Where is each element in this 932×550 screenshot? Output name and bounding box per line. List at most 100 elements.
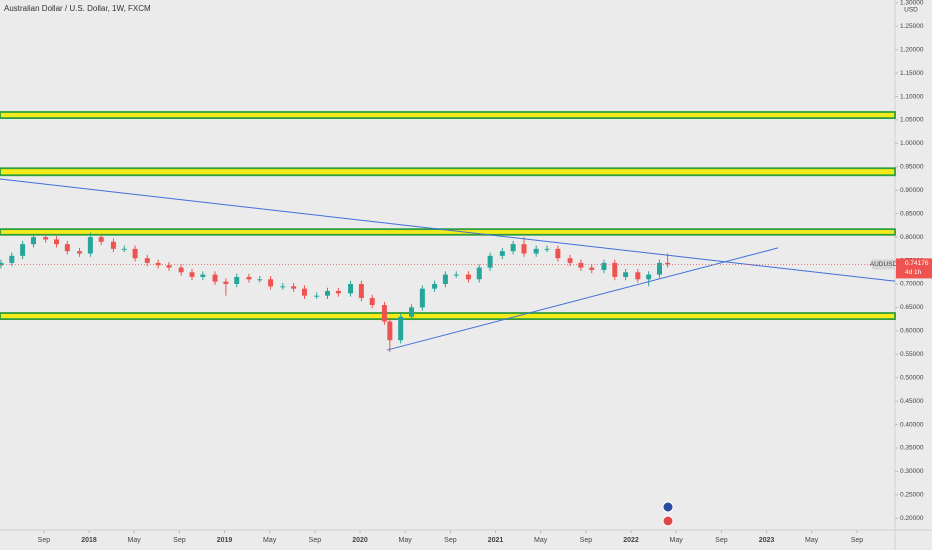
candle-body <box>369 298 375 306</box>
x-tick-label: May <box>670 537 684 544</box>
candle-body <box>601 262 607 270</box>
candle-body <box>442 274 448 284</box>
candle-body <box>268 279 274 287</box>
candle-body <box>200 274 206 277</box>
y-tick-label: 1.25000 <box>900 23 924 30</box>
candle-body <box>533 248 539 254</box>
candle-body <box>54 239 60 245</box>
y-tick-label: 0.60000 <box>900 328 924 335</box>
candle-body <box>656 262 662 275</box>
symbol-label: AUDUSD <box>870 261 898 268</box>
zone <box>0 167 896 177</box>
candle-body <box>381 305 387 322</box>
chart-title: Australian Dollar / U.S. Dollar, 1W, FXC… <box>4 4 151 13</box>
event-icon <box>662 501 674 513</box>
candle-body <box>121 248 127 250</box>
y-tick-label: 0.25000 <box>900 492 924 499</box>
x-tick-label: May <box>128 537 142 544</box>
candle-body <box>646 274 652 280</box>
candle-body <box>64 244 70 252</box>
candle-body <box>623 272 629 277</box>
y-tick-label: 0.65000 <box>900 304 924 311</box>
candle-body <box>189 272 195 277</box>
candle-body <box>144 258 150 263</box>
y-tick-label: 0.40000 <box>900 421 924 428</box>
candle-body <box>87 237 93 254</box>
y-tick-label: 1.15000 <box>900 70 924 77</box>
candle-body <box>398 316 404 341</box>
y-tick-label: 0.20000 <box>900 515 924 522</box>
candle-body <box>589 267 595 270</box>
y-tick-label: 1.00000 <box>900 140 924 147</box>
zone <box>0 312 896 321</box>
candle-body <box>499 251 505 256</box>
trend-line <box>387 247 779 351</box>
candle-body <box>110 241 116 249</box>
candle-body <box>432 283 438 289</box>
candle-body <box>20 244 26 256</box>
candle-body <box>487 255 493 268</box>
y-tick-label: 1.30000 <box>900 0 924 7</box>
candle-body <box>77 251 83 254</box>
x-tick-label: Sep <box>580 537 593 544</box>
x-tick-label: Sep <box>444 537 457 544</box>
candle-body <box>635 272 641 280</box>
candle-body <box>665 262 671 265</box>
candle-body <box>476 267 482 280</box>
candle-body <box>257 279 263 281</box>
candle-body <box>212 274 218 282</box>
candle-body <box>612 262 618 277</box>
candle-body <box>325 291 331 296</box>
candle-body <box>510 244 516 252</box>
candle-body <box>335 291 341 294</box>
candle-body <box>132 248 138 259</box>
candle-body <box>544 248 550 250</box>
candle-body <box>30 237 36 245</box>
candle-body <box>465 274 471 280</box>
candle-body <box>178 267 184 273</box>
zone <box>0 228 896 236</box>
y-tick-label: 1.10000 <box>900 93 924 100</box>
candle-body <box>246 276 252 280</box>
candle-body <box>419 288 425 308</box>
y-tick-label: 0.80000 <box>900 234 924 241</box>
candle-body <box>155 262 161 266</box>
y-tick-label: 0.95000 <box>900 164 924 171</box>
candle-body <box>314 295 320 297</box>
x-tick-label: Sep <box>173 537 186 544</box>
x-tick-label: 2018 <box>81 537 97 544</box>
price-label: 0.74176 <box>905 260 929 267</box>
x-tick-label: May <box>805 537 819 544</box>
x-tick-label: Sep <box>309 537 322 544</box>
candle-body <box>9 255 15 263</box>
y-tick-label: 0.45000 <box>900 398 924 405</box>
x-tick-label: 2020 <box>352 537 368 544</box>
y-tick-label: 0.90000 <box>900 187 924 194</box>
candle-body <box>348 283 354 294</box>
candle-body <box>98 237 104 242</box>
y-tick-label: 0.55000 <box>900 351 924 358</box>
price-box <box>896 258 932 279</box>
candle-body <box>280 286 286 288</box>
candle-body <box>387 321 393 341</box>
zone <box>0 111 896 119</box>
candle-body <box>567 258 573 263</box>
y-tick-label: 0.35000 <box>900 445 924 452</box>
y-tick-label: 1.05000 <box>900 117 924 124</box>
currency-label: USD <box>904 7 918 14</box>
candle-body <box>234 276 240 284</box>
x-tick-label: Sep <box>38 537 51 544</box>
candle-body <box>223 281 229 284</box>
y-tick-label: 1.20000 <box>900 46 924 53</box>
candle-body <box>578 262 584 268</box>
event-icons <box>662 501 674 527</box>
candle-body <box>555 248 561 259</box>
x-tick-label: 2023 <box>759 537 775 544</box>
countdown-label: 4d 1h <box>905 269 922 276</box>
candle-body <box>291 286 297 289</box>
candle-body <box>453 274 459 276</box>
candle-body <box>301 288 307 296</box>
x-tick-label: 2021 <box>488 537 504 544</box>
candle-body <box>166 265 172 268</box>
